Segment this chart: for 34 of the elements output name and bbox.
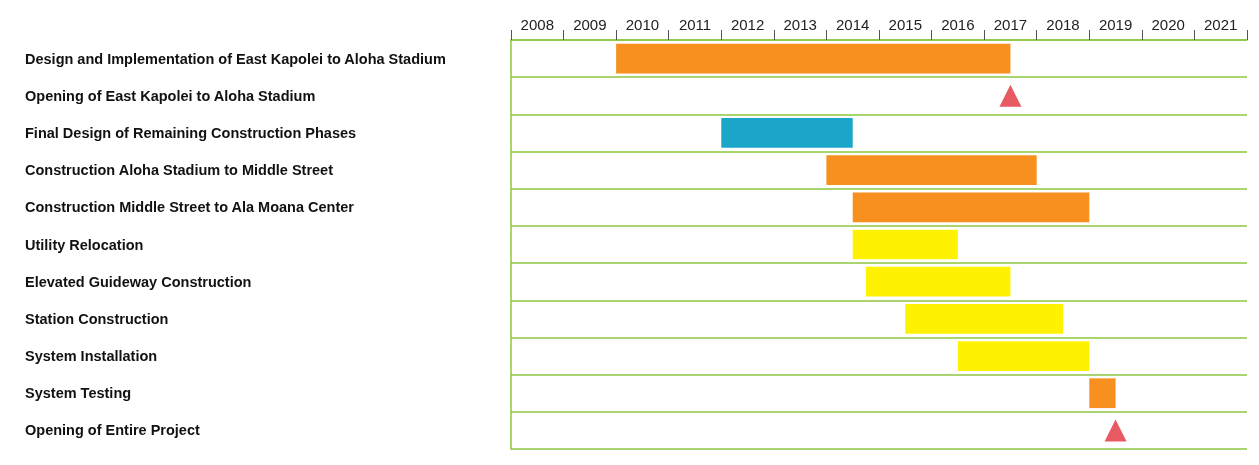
y-tick-label: Opening of East Kapolei to Aloha Stadium: [25, 87, 316, 104]
y-tick-label: Opening of Entire Project: [25, 422, 200, 439]
y-tick-label: Construction Aloha Stadium to Middle Street: [25, 162, 334, 179]
x-tick-label: 2020: [1151, 16, 1185, 33]
bar: [721, 118, 853, 148]
x-tick-label: 2014: [836, 16, 870, 33]
x-tick-label: 2008: [520, 16, 554, 33]
x-tick-label: 2017: [993, 16, 1028, 33]
y-tick-label: Final Design of Remaining Construction Phases: [25, 124, 357, 141]
y-tick-label: Design and Implementation of East Kapolei to Aloha Stadium: [25, 50, 446, 67]
bar: [826, 155, 1037, 186]
bar: [616, 43, 1011, 74]
bar: [1089, 378, 1116, 409]
bar: [905, 303, 1063, 334]
x-tick-label: 2021: [1204, 16, 1238, 33]
x-tick-label: 2012: [730, 16, 765, 33]
bar: [852, 192, 1090, 223]
y-tick-label: System Testing: [25, 385, 132, 402]
x-tick-label: 2019: [1098, 16, 1133, 33]
x-tick-label: 2011: [678, 16, 712, 33]
bar: [852, 229, 958, 260]
x-tick-label: 2015: [888, 16, 922, 33]
y-tick-label: Station Construction: [25, 310, 169, 327]
x-tick-label: 2018: [1046, 16, 1080, 33]
y-tick-label: Construction Middle Street to Ala Moana Center: [25, 199, 355, 216]
x-tick-label: 2009: [573, 16, 607, 33]
x-tick-label: 2013: [783, 16, 817, 33]
y-tick-label: Utility Relocation: [25, 236, 144, 253]
bar: [957, 341, 1090, 371]
x-tick-label: 2010: [625, 16, 660, 33]
y-tick-label: System Installation: [25, 348, 158, 365]
bar: [865, 266, 1011, 297]
y-tick-label: Elevated Guideway Construction: [25, 273, 252, 290]
x-tick-label: 2016: [941, 16, 975, 33]
